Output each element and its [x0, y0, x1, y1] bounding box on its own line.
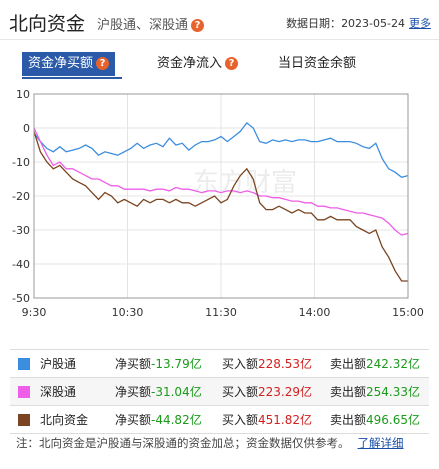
buy-label: 买入额 — [222, 357, 259, 371]
legend-sell: 卖出额242.32亿 — [330, 350, 420, 378]
legend-name: 沪股通 — [40, 357, 77, 371]
subtitle: 沪股通、深股通? — [97, 14, 205, 33]
net-label: 净买额 — [115, 385, 152, 399]
sell-value: 496.65亿 — [366, 413, 421, 427]
sell-value: 254.33亿 — [366, 385, 421, 399]
buy-value: 228.53亿 — [258, 357, 313, 371]
more-link[interactable]: 更多 — [409, 17, 431, 30]
tab-net-inflow-label: 资金净流入 — [157, 56, 223, 71]
legend-name: 北向资金 — [40, 413, 89, 427]
net-value: -31.04亿 — [151, 385, 202, 399]
footnote-text: 注：北向资金是沪股通与深股通的资金加总；资金数据仅供参考。 — [16, 436, 350, 450]
learn-more-link[interactable]: 了解详细 — [357, 436, 404, 450]
help-icon[interactable]: ? — [225, 57, 239, 70]
legend-row-sz: 深股通 净买额-31.04亿 买入额223.29亿 卖出额254.33亿 — [10, 378, 429, 406]
date-label: 数据日期： — [286, 17, 342, 30]
y-tick-label: 0 — [23, 122, 30, 135]
header: 北向资金 沪股通、深股通? 数据日期：2023-05-24 更多 — [0, 0, 439, 40]
buy-value: 451.82亿 — [258, 413, 313, 427]
legend-buy: 买入额451.82亿 — [222, 406, 312, 434]
tab-daily-balance-label: 当日资金余额 — [278, 56, 357, 71]
plot-frame — [33, 93, 409, 299]
legend-sell: 卖出额254.33亿 — [330, 378, 420, 406]
y-tick-label: -20 — [12, 190, 30, 203]
x-tick-label: 11:30 — [205, 306, 237, 319]
tab-net-buy-label: 资金净买额 — [28, 56, 94, 71]
legend-buy: 买入额223.29亿 — [222, 378, 312, 406]
y-tick-label: -40 — [12, 258, 30, 271]
help-icon[interactable]: ? — [191, 19, 205, 32]
net-value: -44.82亿 — [151, 413, 202, 427]
x-tick-label: 9:30 — [22, 306, 47, 319]
series-line-0 — [33, 121, 409, 179]
legend-sell: 卖出额496.65亿 — [330, 406, 420, 434]
buy-label: 买入额 — [222, 385, 259, 399]
net-buy-chart: 东方财富 10 0 -10 -20 -30 -40 -50 9:30 10:30 11:30 14… — [12, 88, 424, 319]
y-tick-label: -50 — [12, 292, 30, 305]
data-date: 数据日期：2023-05-24 更多 — [286, 15, 431, 31]
watermark: 东方财富 — [193, 168, 297, 198]
x-tick-label: 10:30 — [112, 306, 144, 319]
tab-bar: 资金净买额? 资金净流入? 当日资金余额 — [0, 52, 439, 79]
help-icon[interactable]: ? — [96, 57, 110, 70]
series-line-1 — [33, 127, 409, 236]
active-tab-underline — [22, 77, 122, 79]
sell-value: 242.32亿 — [366, 357, 421, 371]
page-title: 北向资金 — [9, 13, 86, 35]
y-tick-label: -10 — [12, 156, 30, 169]
legend-swatch — [18, 386, 30, 398]
x-tick-label: 15:00 — [392, 306, 424, 319]
tab-net-buy[interactable]: 资金净买额? — [22, 52, 116, 76]
sell-label: 卖出额 — [330, 385, 367, 399]
tab-net-inflow[interactable]: 资金净流入? — [157, 52, 239, 76]
legend-row-sh: 沪股通 净买额-13.79亿 买入额228.53亿 卖出额242.32亿 — [10, 350, 429, 378]
net-label: 净买额 — [115, 413, 152, 427]
legend-table: 沪股通 净买额-13.79亿 买入额228.53亿 卖出额242.32亿 深股通… — [10, 349, 429, 434]
date-value: 2023-05-24 — [341, 17, 405, 30]
buy-label: 买入额 — [222, 413, 259, 427]
net-value: -13.79亿 — [151, 357, 202, 371]
legend-net: 净买额-13.79亿 — [115, 350, 202, 378]
legend-buy: 买入额228.53亿 — [222, 350, 312, 378]
buy-value: 223.29亿 — [258, 385, 313, 399]
legend-name: 深股通 — [40, 385, 77, 399]
series-line-2 — [33, 131, 408, 282]
subtitle-text: 沪股通、深股通 — [97, 18, 189, 33]
net-label: 净买额 — [115, 357, 152, 371]
sell-label: 卖出额 — [330, 357, 367, 371]
legend-net: 净买额-44.82亿 — [115, 406, 202, 434]
legend-net: 净买额-31.04亿 — [115, 378, 202, 406]
legend-swatch — [18, 358, 30, 370]
legend-row-north: 北向资金 净买额-44.82亿 买入额451.82亿 卖出额496.65亿 — [10, 406, 429, 434]
tab-daily-balance[interactable]: 当日资金余额 — [278, 52, 356, 76]
footnote: 注：北向资金是沪股通与深股通的资金加总；资金数据仅供参考。 了解详细 — [16, 435, 404, 451]
legend-swatch — [18, 414, 30, 426]
sell-label: 卖出额 — [330, 413, 367, 427]
y-tick-label: 10 — [16, 88, 30, 101]
x-tick-label: 14:00 — [299, 306, 331, 319]
y-tick-label: -30 — [12, 224, 30, 237]
